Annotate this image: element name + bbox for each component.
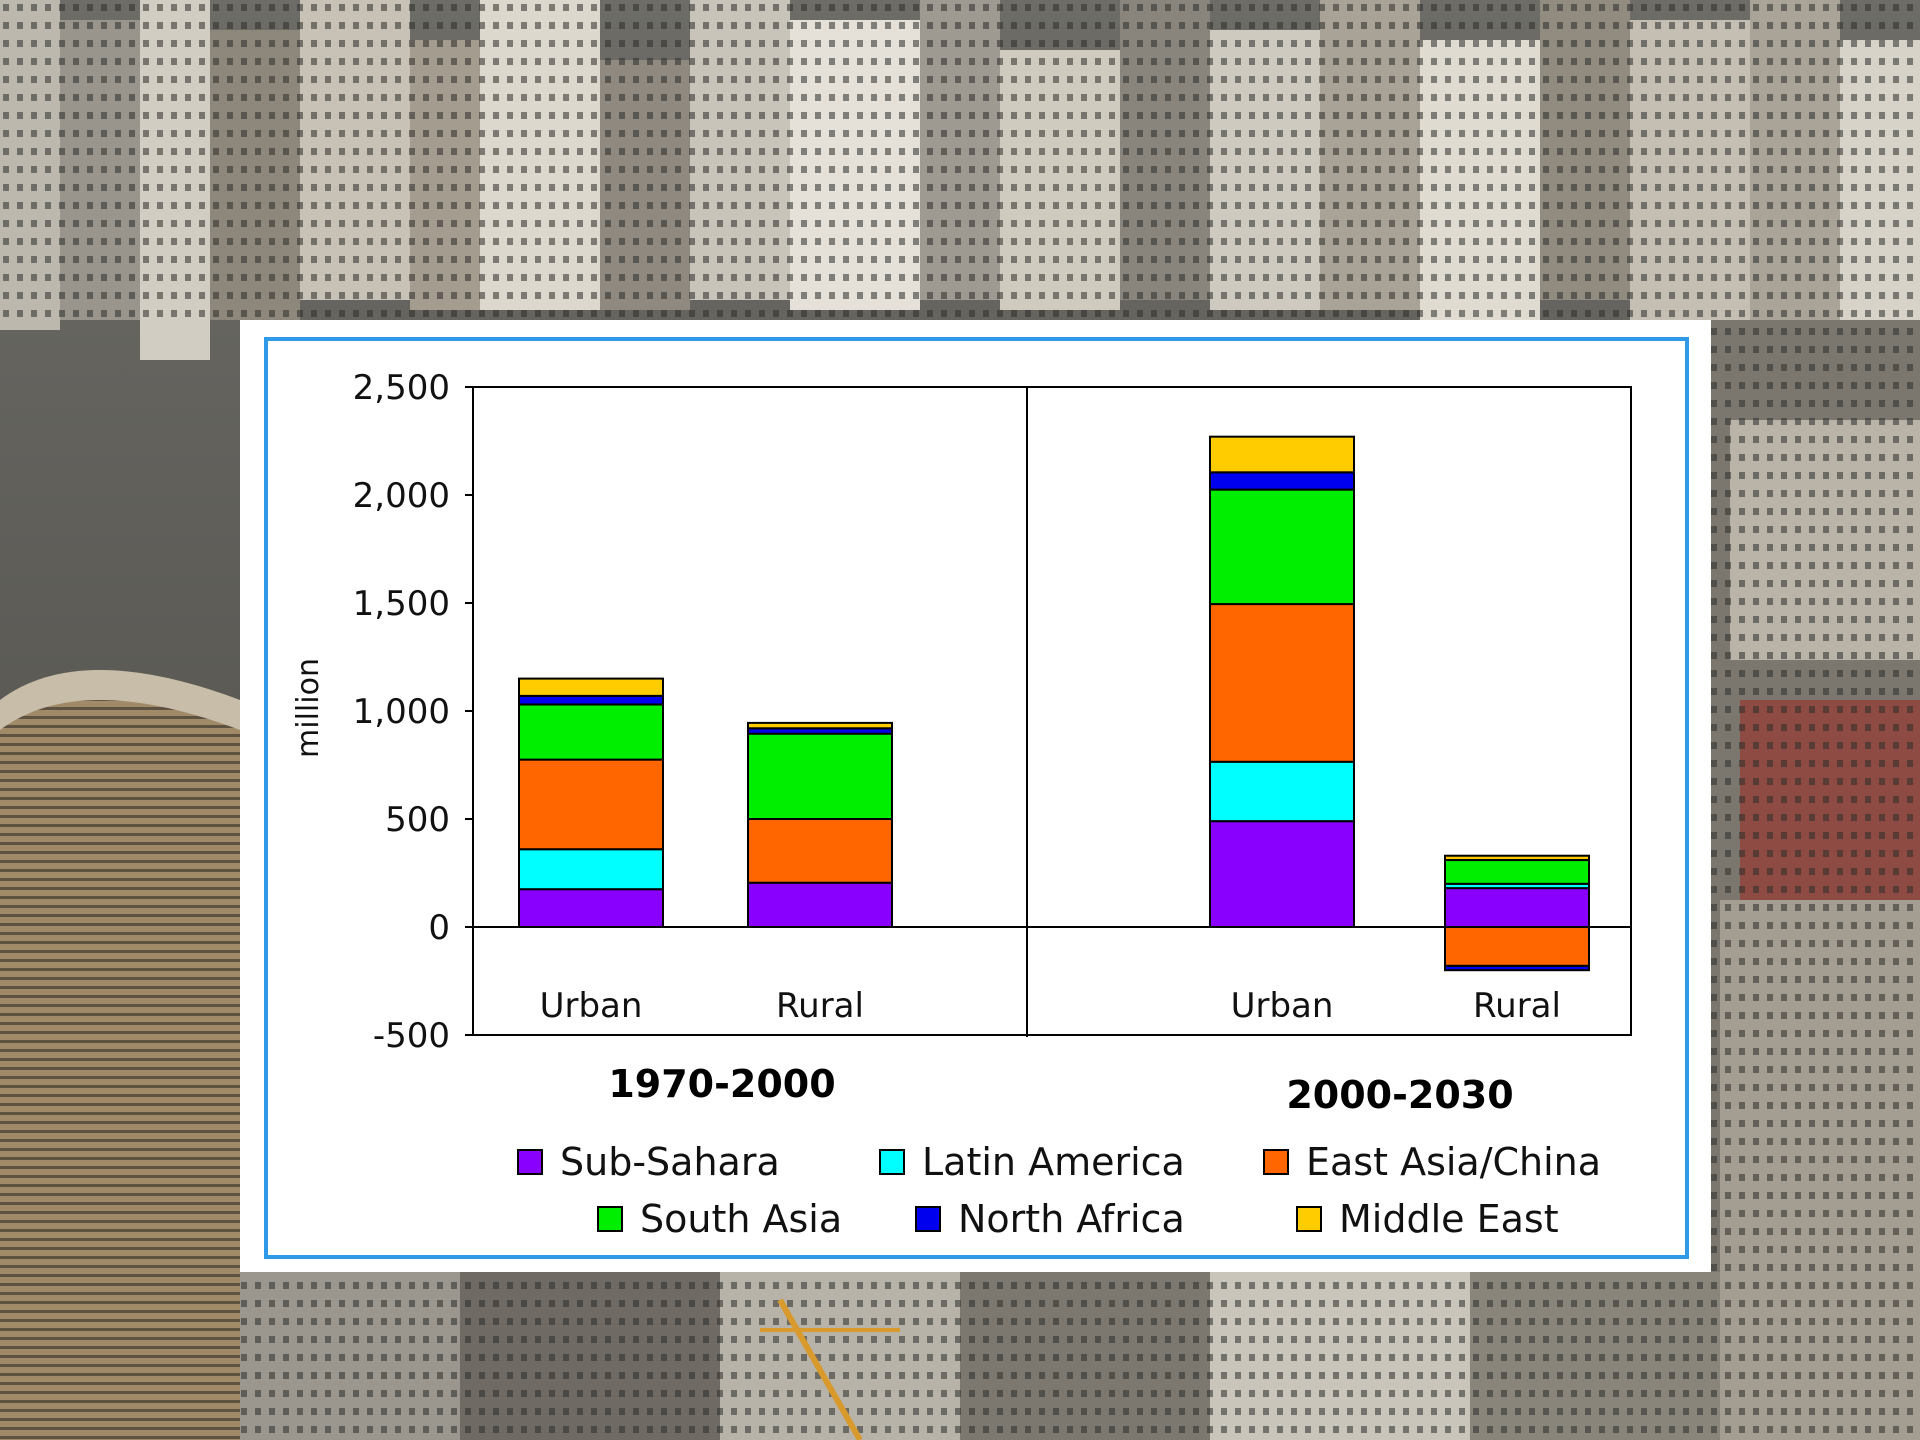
bar-segment-south-asia — [747, 732, 893, 820]
y-tick-label: -500 — [373, 1016, 450, 1056]
category-label: Rural — [1473, 986, 1561, 1026]
bar-segment-sub-sahara — [1444, 887, 1590, 928]
bar-segment-north-africa — [1444, 964, 1590, 972]
y-tick-label: 0 — [428, 908, 450, 948]
bar-segment-north-africa — [518, 694, 664, 706]
category-label: Rural — [776, 986, 864, 1026]
legend-label: Latin America — [922, 1140, 1185, 1184]
bars — [518, 435, 1590, 972]
legend-label: Middle East — [1339, 1197, 1559, 1241]
bar-segment-sub-sahara — [518, 888, 664, 929]
y-tick-label: 1,500 — [353, 584, 450, 624]
bar-segment-middle-east — [518, 677, 664, 697]
y-axis-ticks: -500 0 500 1,000 1,500 2,000 2,500 — [353, 368, 473, 1056]
legend-label: South Asia — [640, 1197, 842, 1241]
legend-swatch — [879, 1149, 905, 1175]
bar-segment-east-asia-china — [1209, 603, 1355, 763]
y-tick-label: 500 — [385, 800, 450, 840]
legend-label: Sub-Sahara — [560, 1140, 780, 1184]
period-label: 1970-2000 — [608, 1062, 835, 1106]
bar-segment-south-asia — [1444, 859, 1590, 885]
bar-segment-sub-sahara — [1209, 820, 1355, 928]
bar-segment-east-asia-china — [518, 758, 664, 851]
buildings-front — [240, 1272, 1720, 1440]
category-label: Urban — [1231, 986, 1334, 1026]
bar-segment-latin-america — [518, 848, 664, 891]
bar-segment-south-asia — [518, 703, 664, 761]
bar-segment-east-asia-china — [1444, 926, 1590, 967]
legend-label: North Africa — [958, 1197, 1185, 1241]
y-tick-label: 2,500 — [353, 368, 450, 408]
bar-segment-latin-america — [1209, 760, 1355, 823]
legend-swatch — [597, 1206, 623, 1232]
legend-label: East Asia/China — [1306, 1140, 1601, 1184]
bar-segment-sub-sahara — [747, 881, 893, 928]
legend-swatch — [1263, 1149, 1289, 1175]
period-label: 2000-2030 — [1286, 1073, 1513, 1117]
bar-segment-middle-east — [747, 721, 893, 730]
category-label: Urban — [540, 986, 643, 1026]
legend-swatch — [517, 1149, 543, 1175]
bar-segment-middle-east — [1444, 854, 1590, 862]
period-labels: 1970-2000 2000-2030 — [608, 1062, 1513, 1117]
bar-segment-south-asia — [1209, 488, 1355, 606]
category-labels: Urban Rural Urban Rural — [540, 986, 1561, 1026]
bar-segment-east-asia-china — [747, 818, 893, 884]
legend: Sub-Sahara Latin America East Asia/China So… — [517, 1140, 1601, 1241]
chart-frame — [264, 337, 1689, 1259]
y-tick-label: 2,000 — [353, 476, 450, 516]
legend-swatch — [1296, 1206, 1322, 1232]
bar-segment-middle-east — [1209, 435, 1355, 474]
bar-segment-north-africa — [1209, 471, 1355, 491]
y-tick-label: 1,000 — [353, 692, 450, 732]
curved-tower — [0, 670, 240, 1440]
y-axis-label: million — [291, 658, 326, 758]
legend-swatch — [915, 1206, 941, 1232]
